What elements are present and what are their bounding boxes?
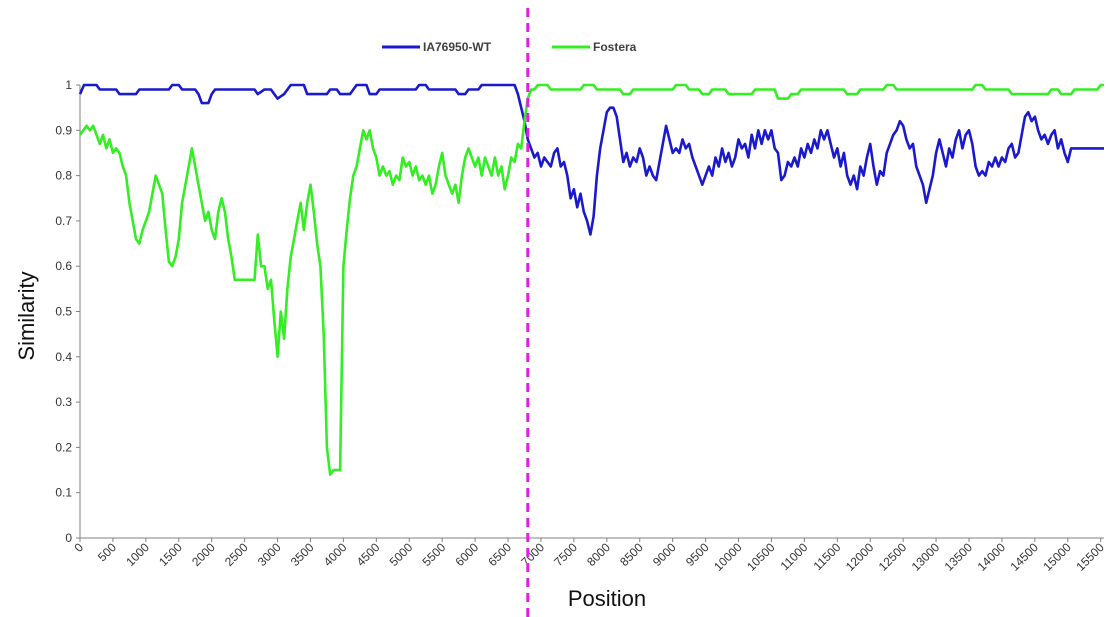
- x-tick-label: 2500: [222, 540, 251, 569]
- x-tick-label: 14000: [975, 540, 1009, 574]
- y-tick-label: 0.7: [55, 214, 72, 228]
- legend: IA76950-WT Fostera: [382, 40, 637, 54]
- x-tick-label: 2000: [189, 540, 218, 569]
- x-tick-label: 13500: [942, 540, 976, 574]
- x-tick-label: 1500: [156, 540, 185, 569]
- x-tick-label: 10500: [744, 540, 778, 574]
- y-tick-label: 0: [65, 531, 72, 545]
- y-tick-label: 0.8: [55, 169, 72, 183]
- x-axis-title: Position: [568, 586, 646, 611]
- x-tick-label: 5500: [420, 540, 449, 569]
- series-layer: [78, 83, 1104, 476]
- y-tick-label: 0.9: [55, 123, 72, 137]
- y-tick-label: 0.1: [55, 486, 72, 500]
- x-tick-label: 12500: [876, 540, 910, 574]
- x-tick-label: 6500: [485, 540, 514, 569]
- x-tick-label: 500: [95, 540, 119, 564]
- x-tick-label: 7000: [518, 540, 547, 569]
- x-axis: 0 500 1000 1500 2000 2500 3000 3500 4000 4500 5000…: [71, 537, 1106, 574]
- x-tick-label: 7500: [551, 540, 580, 569]
- series-line-0: [78, 83, 1104, 236]
- y-tick-label: 0.5: [55, 305, 72, 319]
- x-tick-label: 0: [71, 540, 86, 555]
- x-tick-label: 15500: [1073, 540, 1106, 574]
- x-tick-label: 12000: [843, 540, 877, 574]
- y-tick-label: 1: [65, 78, 72, 92]
- y-tick-label: 0.2: [55, 440, 72, 454]
- legend-label-1: Fostera: [593, 40, 637, 54]
- x-tick-label: 9500: [683, 540, 712, 569]
- x-tick-label: 5000: [387, 540, 416, 569]
- x-tick-label: 3000: [255, 540, 284, 569]
- x-tick-label: 13000: [909, 540, 943, 574]
- y-tick-label: 0.4: [55, 350, 72, 364]
- x-tick-label: 3500: [288, 540, 317, 569]
- x-tick-label: 11000: [778, 540, 811, 573]
- x-tick-label: 8000: [584, 540, 613, 569]
- y-axis-title: Similarity: [14, 271, 39, 360]
- x-tick-label: 4000: [321, 540, 350, 569]
- y-axis: 0 0.1 0.2 0.3 0.4 0.5 0.6 0.7 0.8 0.9 1: [55, 78, 81, 545]
- x-tick-label: 4500: [354, 540, 383, 569]
- y-tick-label: 0.6: [55, 259, 72, 273]
- x-tick-label: 8500: [617, 540, 646, 569]
- x-tick-label: 9000: [650, 540, 679, 569]
- x-tick-label: 11500: [811, 540, 844, 573]
- x-tick-label: 6000: [452, 540, 481, 569]
- series-line-1: [78, 83, 1104, 476]
- x-tick-label: 14500: [1007, 540, 1041, 574]
- x-tick-label: 15000: [1040, 540, 1074, 574]
- y-tick-label: 0.3: [55, 395, 72, 409]
- legend-label-0: IA76950-WT: [423, 40, 492, 54]
- x-tick-label: 1000: [123, 540, 152, 569]
- x-tick-label: 10000: [711, 540, 745, 574]
